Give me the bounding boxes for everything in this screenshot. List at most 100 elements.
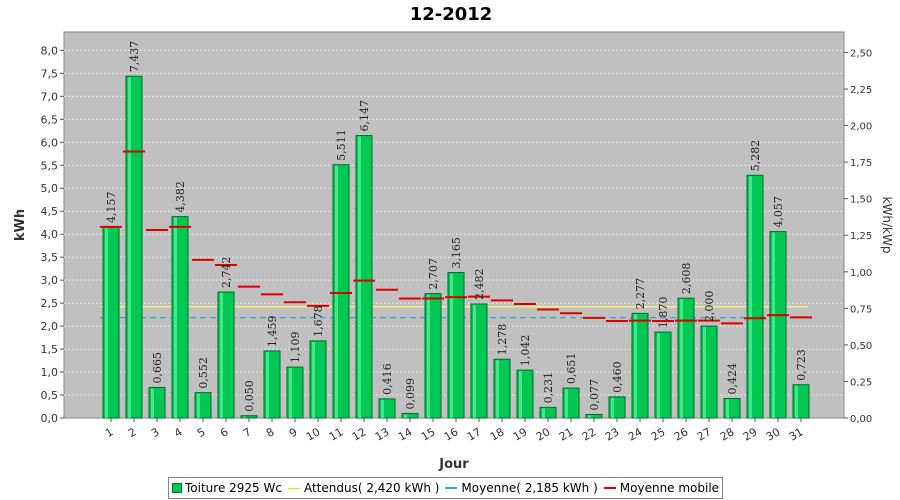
x-tick-label: 26 <box>672 425 691 443</box>
y2-tick-label: 1,25 <box>850 231 872 242</box>
x-tick-label: 11 <box>327 425 346 443</box>
y-tick-label: 5,5 <box>41 159 59 172</box>
y-tick-label: 1,0 <box>41 366 59 379</box>
x-tick-label: 8 <box>264 425 277 440</box>
y2-tick-label: 0,00 <box>850 414 872 425</box>
legend-label: Moyenne( 2,185 kWh ) <box>461 481 598 495</box>
data-label: 5,511 <box>335 129 348 161</box>
legend-label: Toiture 2925 Wc <box>185 481 282 495</box>
bar-highlight <box>220 292 223 418</box>
bar-highlight <box>105 227 108 418</box>
bar-highlight <box>312 341 315 418</box>
legend-item-average: Moyenne( 2,185 kWh ) <box>445 481 598 495</box>
data-label: 0,424 <box>726 363 739 395</box>
x-tick-label: 3 <box>149 425 162 440</box>
x-tick-label: 22 <box>580 425 599 443</box>
data-label: 4,157 <box>105 191 118 223</box>
data-label: 6,147 <box>358 100 371 132</box>
chart-title: 12-2012 <box>410 4 493 25</box>
x-tick-label: 4 <box>172 425 185 440</box>
data-label: 0,665 <box>151 352 164 384</box>
data-label: 0,416 <box>381 363 394 395</box>
x-tick-label: 7 <box>241 425 254 440</box>
y-axis-right: 0,00 0,25 0,50 0,75 1,00 1,25 1,50 1,75 2,00 2,25… <box>844 48 872 425</box>
data-label: 4,057 <box>772 196 785 228</box>
x-tick-label: 2 <box>126 425 139 440</box>
y2-tick-label: 2,50 <box>850 48 872 59</box>
y2-tick-label: 1,50 <box>850 195 872 206</box>
y-tick-label: 4,0 <box>41 228 59 241</box>
legend-swatch-line <box>287 487 300 489</box>
data-label: 2,000 <box>703 291 716 323</box>
x-axis: 1 2 3 4 5 6 7 8 9 10 11 12 13 14 15 16 17 18 19 20 21 22 23 24 2… <box>103 418 806 444</box>
data-label: 1,678 <box>312 305 325 337</box>
x-tick-label: 27 <box>695 425 714 443</box>
x-tick-label: 9 <box>287 425 300 440</box>
legend-item-production: Toiture 2925 Wc <box>172 481 282 495</box>
bar-highlight <box>588 415 591 418</box>
data-label: 0,552 <box>197 357 210 389</box>
data-labels: 4,157 7,437 0,665 4,382 0,552 2,742 0,050 1,459… <box>105 41 808 412</box>
bar-highlight <box>542 408 545 418</box>
legend-label: Moyenne mobile <box>619 481 720 495</box>
bar-highlight <box>496 360 499 418</box>
data-label: 0,077 <box>588 379 601 411</box>
x-axis-title: Jour <box>438 457 469 472</box>
y2-tick-label: 0,25 <box>850 377 872 388</box>
x-tick-label: 12 <box>350 425 369 443</box>
bar-highlight <box>427 294 430 418</box>
data-label: 1,459 <box>266 315 279 347</box>
x-tick-label: 13 <box>373 425 392 443</box>
x-tick-label: 23 <box>603 425 622 443</box>
bar-highlight <box>519 371 522 418</box>
bar-highlight <box>174 217 177 418</box>
y-tick-label: 2,0 <box>41 320 59 333</box>
x-tick-label: 18 <box>488 425 507 443</box>
x-tick-label: 21 <box>557 425 576 443</box>
x-tick-label: 19 <box>511 425 530 443</box>
y2-tick-label: 1,00 <box>850 268 872 279</box>
y-tick-label: 0,5 <box>41 389 59 402</box>
bar-highlight <box>749 176 752 418</box>
bar-highlight <box>197 393 200 418</box>
x-tick-label: 16 <box>442 425 461 443</box>
y2-tick-label: 2,25 <box>850 85 872 96</box>
legend-label: Attendus( 2,420 kWh ) <box>303 481 440 495</box>
bar-highlight <box>565 389 568 418</box>
x-tick-label: 15 <box>419 425 438 443</box>
y-tick-label: 3,0 <box>41 274 59 287</box>
bar-highlight <box>128 77 131 419</box>
x-tick-label: 31 <box>787 425 806 443</box>
x-tick-label: 10 <box>304 425 323 443</box>
bar-highlight <box>151 388 154 418</box>
data-label: 2,742 <box>220 256 233 288</box>
bar-highlight <box>634 314 637 418</box>
y2-tick-label: 1,75 <box>850 158 872 169</box>
y-tick-label: 6,0 <box>41 136 59 149</box>
data-label: 0,231 <box>542 372 555 404</box>
bar-highlight <box>473 304 476 418</box>
data-label: 7,437 <box>128 41 141 73</box>
legend-swatch-line <box>603 487 616 489</box>
y2-tick-label: 0,50 <box>850 341 872 352</box>
x-tick-label: 30 <box>764 425 783 443</box>
data-label: 2,277 <box>634 278 647 310</box>
legend: Toiture 2925 Wc Attendus( 2,420 kWh ) Mo… <box>168 477 724 499</box>
y-tick-label: 4,5 <box>41 205 59 218</box>
bar-highlight <box>726 399 729 418</box>
data-label: 0,460 <box>611 361 624 393</box>
y-tick-label: 3,5 <box>41 251 59 264</box>
y-axis-left: 0,0 0,5 1,0 1,5 2,0 2,5 3,0 3,5 4,0 4,5 5,0 5,5 6,0 6… <box>41 44 64 425</box>
bar-highlight <box>680 299 683 418</box>
x-tick-label: 24 <box>626 425 645 443</box>
bar-highlight <box>772 232 775 418</box>
bar-highlight <box>703 327 706 418</box>
x-tick-label: 1 <box>103 425 116 440</box>
legend-item-expected: Attendus( 2,420 kWh ) <box>287 481 440 495</box>
x-tick-label: 6 <box>218 425 231 440</box>
x-tick-label: 17 <box>465 425 484 443</box>
data-label: 4,382 <box>174 181 187 213</box>
y-tick-label: 8,0 <box>41 44 59 57</box>
bar-highlight <box>404 414 407 418</box>
